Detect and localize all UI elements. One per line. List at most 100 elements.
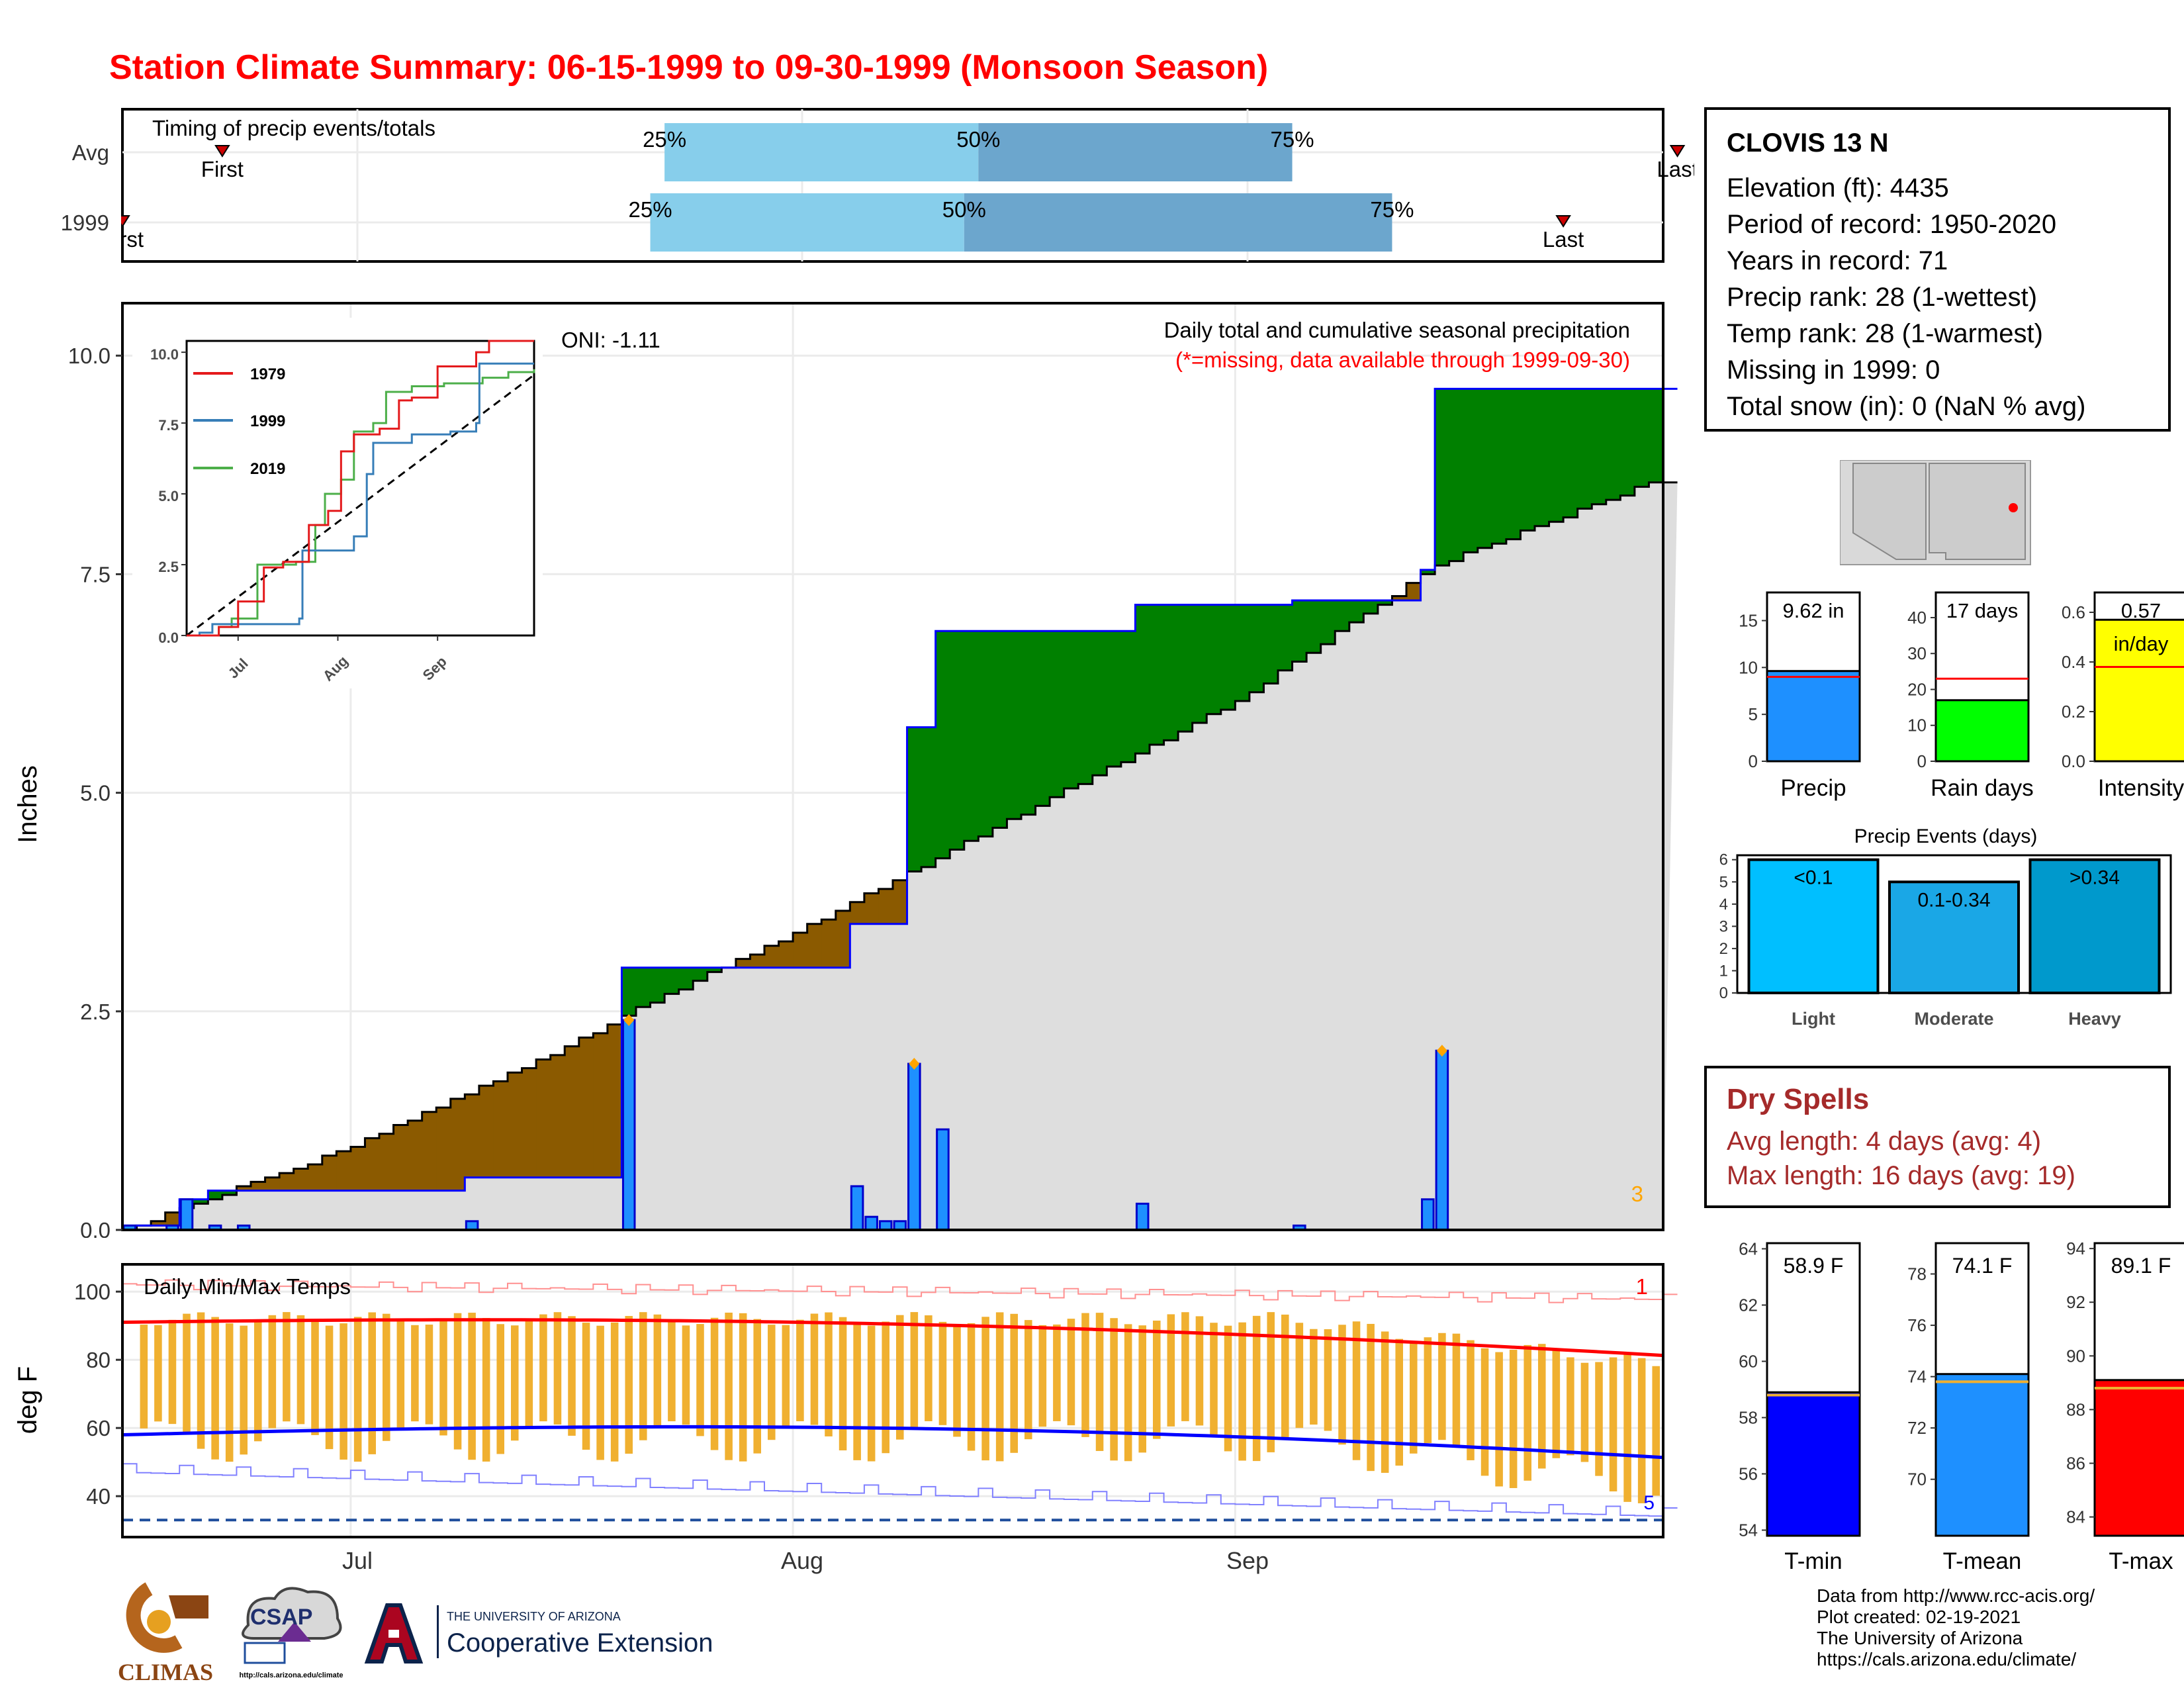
- tempbar-ytick-label: 72: [1907, 1418, 1927, 1438]
- deficit-segment: [493, 1081, 508, 1178]
- ua-block-a-icon: [364, 1603, 424, 1664]
- events-ytick-label: 6: [1719, 851, 1728, 869]
- daily-temp-bar: [725, 1312, 733, 1460]
- tempbar-ytick-label: 64: [1739, 1239, 1758, 1259]
- tempbars-content: 54 56 58 60 62 64 58.9 F T-min 70 72 74 76 78 74.1 F T…: [1739, 1239, 2184, 1574]
- inset-series-line: [187, 362, 534, 637]
- daily-temp-bar: [896, 1315, 904, 1440]
- daily-temp-bar: [1352, 1321, 1361, 1460]
- surplus-segment: [1649, 389, 1664, 483]
- deficit-segment: [536, 1059, 551, 1178]
- daily-temp-bar: [1210, 1323, 1218, 1438]
- station-missing: Missing in 1999: 0: [1727, 355, 1940, 385]
- temp-panel-title: Daily Min/Max Temps: [144, 1274, 351, 1299]
- tempbar-ytick-label: 76: [1907, 1315, 1927, 1335]
- surplus-segment: [1563, 389, 1578, 518]
- surplus-segment: [1292, 600, 1307, 662]
- daily-temp-bar: [1195, 1316, 1204, 1426]
- daily-temp-bar: [225, 1323, 234, 1462]
- daily-temp-bar: [867, 1325, 876, 1462]
- extreme-marker: [909, 1058, 920, 1070]
- deficit-segment: [350, 1147, 365, 1191]
- daily-temp-bar: [1552, 1348, 1561, 1458]
- deficit-segment: [450, 1098, 465, 1191]
- temp-corner-top: 1: [1636, 1274, 1648, 1299]
- precip-panel: 0.0 2.5 5.0 7.5 10.0 Inches ONI: -1.11 Daily…: [13, 302, 1678, 1238]
- surplus-segment: [1263, 604, 1279, 684]
- summary-bars: 0 5 10 15 9.62 in Precip 0 10 20 30 40 17 days Rain …: [1739, 591, 2184, 801]
- surplus-segment: [707, 967, 722, 972]
- daily-temp-bar: [1567, 1357, 1574, 1456]
- daily-temp-bar: [610, 1322, 619, 1462]
- tempbar-ytick-label: 70: [1907, 1470, 1927, 1489]
- surplus-segment: [1306, 600, 1322, 653]
- daily-temp-bar: [311, 1321, 319, 1435]
- daily-temp-bar: [296, 1315, 305, 1425]
- daily-temp-bar: [910, 1312, 919, 1427]
- page-title: Station Climate Summary: 06-15-1999 to 0…: [109, 48, 1269, 87]
- inset-legend-1999: 1999: [250, 412, 285, 430]
- inset-ytick: 7.5: [158, 417, 179, 434]
- surplus-segment: [978, 631, 993, 837]
- daily-temp-bar: [1381, 1331, 1389, 1473]
- surplus-segment: [950, 631, 965, 850]
- precip-bars: [122, 1014, 1449, 1231]
- surplus-segment: [1078, 631, 1093, 784]
- daily-temp-bar: [1281, 1314, 1289, 1439]
- summary-bar-Rain days: [1934, 699, 2030, 763]
- surplus-segment: [1235, 604, 1250, 701]
- events-title: Precip Events (days): [1854, 825, 2038, 847]
- surplus-segment: [1092, 631, 1107, 776]
- map-state-nm: [1929, 463, 2026, 560]
- daily-precip-bar: [850, 1185, 864, 1231]
- daily-temp-bar: [1480, 1348, 1489, 1476]
- events-bar-Light: [1747, 858, 1880, 995]
- daily-temp-bar: [453, 1313, 462, 1450]
- surplus-segment: [621, 967, 637, 1016]
- precip-subtitle: Daily total and cumulative seasonal prec…: [1164, 318, 1630, 342]
- station-period: Period of record: 1950-2020: [1727, 210, 2057, 239]
- daily-temp-bar: [268, 1315, 277, 1429]
- surplus-segment: [222, 1190, 237, 1196]
- events-range-label: 0.1-0.34: [1917, 889, 1990, 911]
- daily-precip-bar: [907, 1062, 921, 1231]
- inset-ytick: 5.0: [158, 488, 179, 504]
- daily-temp-bar: [154, 1325, 162, 1422]
- events-ytick-label: 1: [1719, 962, 1728, 980]
- daily-temp-bar: [568, 1316, 576, 1436]
- timing-svg: Timing of precip events/totals 25% 50% 75%…: [0, 108, 1694, 265]
- deficit-segment: [878, 888, 893, 924]
- tempbar-ytick-label: 58: [1739, 1408, 1758, 1428]
- ua-cooperative-extension: Cooperative Extension: [447, 1628, 713, 1658]
- summary-ytick-label: 5: [1749, 704, 1758, 724]
- tempbar-label-T-min: T-min: [1784, 1548, 1843, 1574]
- dry-spells-avg: Avg length: 4 days (avg: 4): [1727, 1127, 2042, 1156]
- temp-summary-bars: 54 56 58 60 62 64 58.9 F T-min 70 72 74 76 78 74.1 F T…: [1739, 1239, 2184, 1574]
- temp-ytick-label: 60: [86, 1416, 111, 1440]
- surplus-segment: [1620, 389, 1635, 496]
- xaxis-sep: Sep: [1226, 1547, 1269, 1574]
- inset-ytick: 0.0: [158, 630, 179, 646]
- summary-value2-Intensity: in/day: [2114, 632, 2169, 655]
- daily-temp-bar: [1324, 1329, 1332, 1431]
- daily-temp-bar: [1153, 1321, 1161, 1439]
- surplus-segment: [678, 967, 694, 990]
- climas-logo: CLIMAS: [109, 1582, 222, 1685]
- daily-temp-bar: [1010, 1313, 1018, 1453]
- dry-spells-max: Max length: 16 days (avg: 19): [1727, 1161, 2075, 1190]
- daily-temp-bar: [1181, 1312, 1189, 1421]
- daily-temp-bar: [1609, 1357, 1617, 1492]
- summary-value-Intensity: 0.57: [2121, 599, 2161, 622]
- daily-temp-bar: [1038, 1325, 1047, 1427]
- temp-yaxis: 40 60 80 100: [74, 1280, 122, 1509]
- summary-content: 0 5 10 15 9.62 in Precip 0 10 20 30 40 17 days Rain …: [1739, 591, 2184, 801]
- tempbar-ytick-label: 54: [1739, 1521, 1758, 1540]
- precip-ytick-label: 5.0: [80, 781, 111, 806]
- summary-bar-Intensity: [2093, 618, 2184, 763]
- deficit-segment: [1406, 583, 1422, 601]
- daily-temp-bar: [1467, 1340, 1475, 1460]
- timing-bar-upper-Avg: [978, 123, 1293, 181]
- surplus-segment: [1021, 631, 1036, 815]
- summary-ytick-label: 0.0: [2062, 751, 2085, 771]
